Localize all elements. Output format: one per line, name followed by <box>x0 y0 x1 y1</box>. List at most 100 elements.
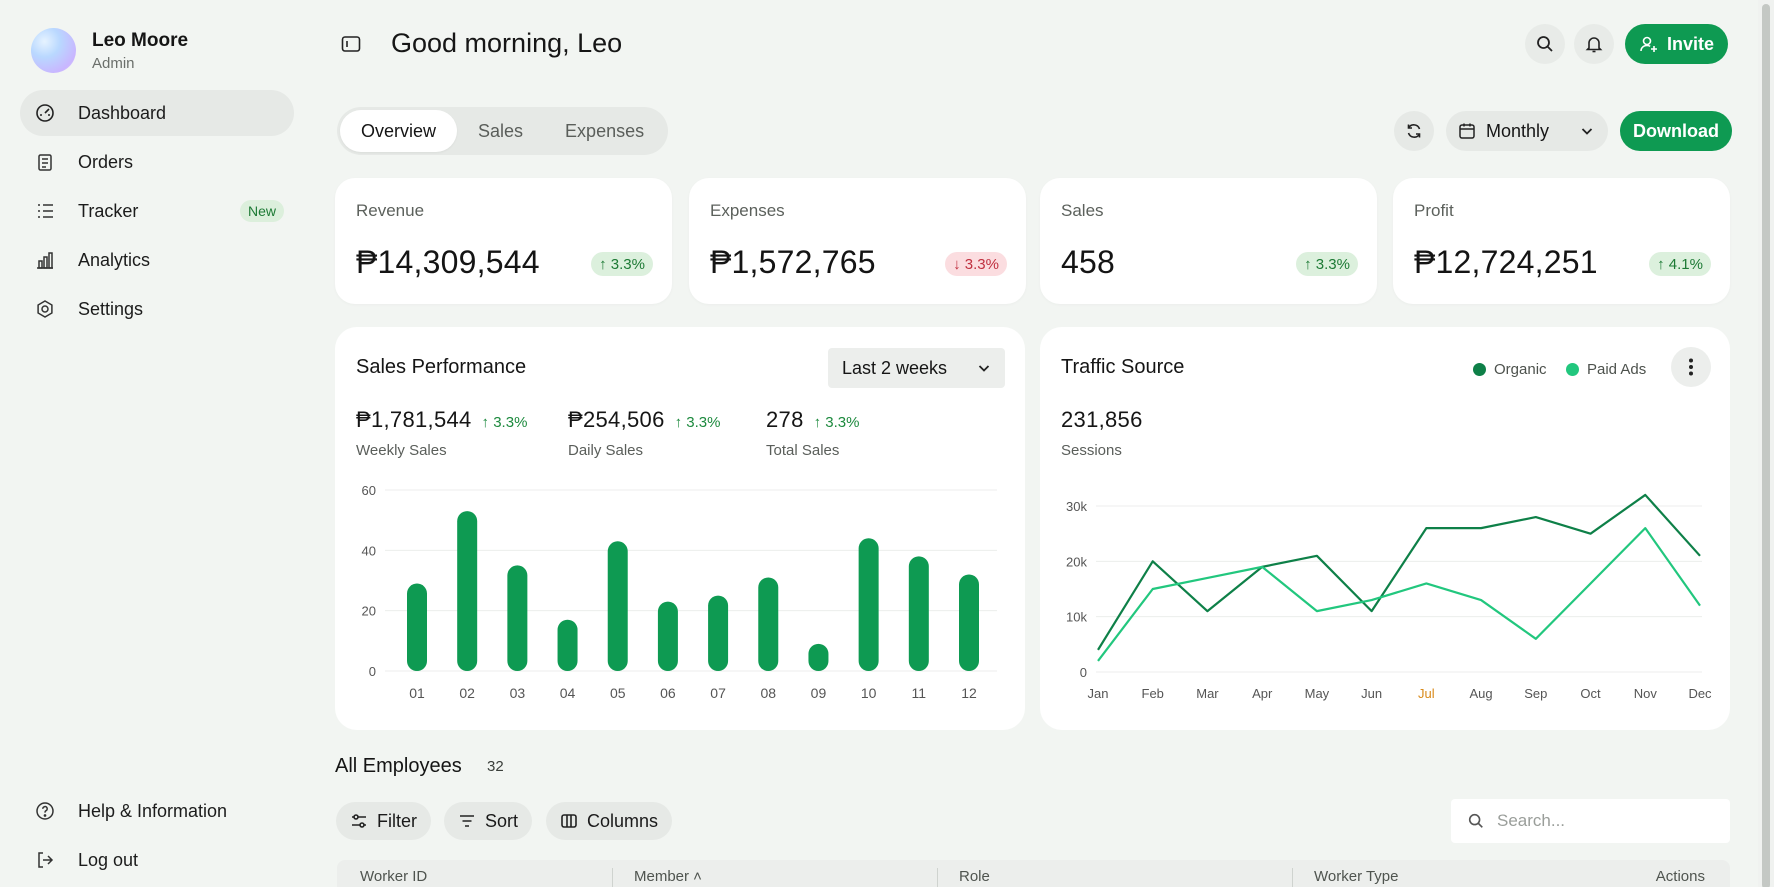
view-tabs: Overview Sales Expenses <box>337 107 668 155</box>
metric-value: 231,856 <box>1061 407 1143 432</box>
y-tick-label: 0 <box>369 664 376 679</box>
column-header-role[interactable]: Role <box>959 868 990 885</box>
change-value: 3.3% <box>610 255 645 273</box>
column-divider <box>1292 868 1293 887</box>
tab-sales[interactable]: Sales <box>478 120 524 141</box>
panel-title: Traffic Source <box>1061 356 1185 378</box>
legend-dot <box>1473 363 1486 376</box>
x-tick-label: 05 <box>610 685 626 701</box>
column-header-worker-type[interactable]: Worker Type <box>1314 868 1399 885</box>
y-tick-label: 0 <box>1080 665 1087 680</box>
metric-total-sales: 278 ↑ 3.3% Total Sales <box>766 407 859 459</box>
sidebar-item-logout[interactable]: Log out <box>20 837 294 883</box>
refresh-button[interactable] <box>1394 111 1434 151</box>
period-select[interactable]: Monthly <box>1446 111 1608 151</box>
x-tick-label: Apr <box>1252 686 1273 701</box>
bar <box>858 538 879 671</box>
kpi-card-revenue: Revenue ₱14,309,544 ↑ 3.3% <box>335 178 672 304</box>
sidebar-item-label: Help & Information <box>78 800 228 821</box>
metric-label: Total Sales <box>766 442 840 459</box>
notifications-button[interactable] <box>1574 24 1614 64</box>
change-badge: ↑ 4.1% <box>1649 252 1711 276</box>
main-nav: Dashboard Orders Tracker New Analytics <box>20 90 294 335</box>
x-tick-label: 02 <box>459 685 475 701</box>
more-options-button[interactable] <box>1671 347 1711 387</box>
panel-title: Sales Performance <box>356 356 527 378</box>
sidebar-item-analytics[interactable]: Analytics <box>20 237 294 283</box>
logout-icon <box>34 849 56 871</box>
legend-organic: Organic <box>1473 361 1547 378</box>
sort-button[interactable]: Sort <box>444 802 533 840</box>
employee-search[interactable] <box>1451 799 1730 843</box>
columns-button[interactable]: Columns <box>546 802 673 840</box>
sidebar-item-label: Analytics <box>78 249 151 270</box>
user-profile[interactable]: Leo Moore Admin <box>31 28 188 73</box>
tab-expenses[interactable]: Expenses <box>565 120 645 141</box>
sidebar-item-dashboard[interactable]: Dashboard <box>20 90 294 136</box>
x-tick-label: Oct <box>1580 686 1601 701</box>
search-icon <box>1537 36 1553 52</box>
sidebar-item-orders[interactable]: Orders <box>20 139 294 185</box>
bar <box>708 595 729 671</box>
search-input[interactable] <box>1497 811 1717 831</box>
metric-value: 278 <box>766 407 804 432</box>
sort-label: Sort <box>485 810 519 831</box>
bar <box>607 541 628 671</box>
x-tick-label: 11 <box>912 685 927 701</box>
change-value: 3.3% <box>964 255 999 273</box>
bar <box>657 601 678 671</box>
metric-weekly-sales: ₱1,781,544 ↑ 3.3% Weekly Sales <box>356 407 527 459</box>
legend-label: Paid Ads <box>1587 361 1647 378</box>
tab-overview[interactable]: Overview <box>340 110 458 152</box>
sort-icon <box>460 815 474 827</box>
y-tick-label: 60 <box>362 483 376 498</box>
column-header-member[interactable]: Member ˄ <box>634 868 702 885</box>
scrollbar-thumb[interactable] <box>1762 4 1770 887</box>
sidebar-toggle-icon[interactable] <box>340 33 362 55</box>
kpi-card-profit: Profit ₱12,724,251 ↑ 4.1% <box>1393 178 1730 304</box>
traffic-line-chart: 0 10k 20k 30k Jan Feb Mar Apr May Jun Jul Aug Sep Oct… <box>1066 493 1712 701</box>
avatar <box>31 28 76 73</box>
legend-dot <box>1566 363 1579 376</box>
metric-sessions: 231,856 Sessions <box>1061 407 1143 459</box>
calendar-icon <box>1458 122 1476 140</box>
change-badge: ↓ 3.3% <box>945 252 1007 276</box>
invite-button[interactable]: Invite <box>1625 24 1728 64</box>
kpi-value: ₱1,572,765 <box>710 244 876 280</box>
kpi-value: ₱14,309,544 <box>356 244 540 280</box>
column-header-worker-id[interactable]: Worker ID <box>360 868 428 885</box>
range-select[interactable]: Last 2 weeks <box>828 348 1005 388</box>
sidebar-item-tracker[interactable]: Tracker New <box>20 188 294 234</box>
clipboard-icon <box>34 151 56 173</box>
metric-change: ↑ 3.3% <box>813 414 860 431</box>
change-value: 4.1% <box>1668 255 1703 273</box>
bar <box>557 619 578 671</box>
kpi-title: Revenue <box>356 201 425 220</box>
x-tick-label: May <box>1305 686 1330 701</box>
page-title: Good morning, Leo <box>391 28 623 58</box>
page-scrollbar[interactable] <box>1758 0 1774 887</box>
metric-daily-sales: ₱254,506 ↑ 3.3% Daily Sales <box>568 407 720 459</box>
metric-value: ₱254,506 <box>568 407 665 432</box>
sidebar-item-help[interactable]: Help & Information <box>20 788 294 834</box>
gear-icon <box>34 298 56 320</box>
bar <box>457 511 478 671</box>
bar <box>808 643 829 671</box>
kpi-value: 458 <box>1061 244 1115 280</box>
bar <box>407 583 427 671</box>
download-button[interactable]: Download <box>1620 111 1732 151</box>
y-tick-label: 40 <box>362 543 376 558</box>
x-tick-label: Feb <box>1142 686 1164 701</box>
arrow-up-icon: ↑ <box>1657 255 1669 273</box>
search-button[interactable] <box>1525 24 1565 64</box>
filter-button[interactable]: Filter <box>336 802 431 840</box>
sidebar-item-label: Settings <box>78 298 144 319</box>
legend-paid-ads: Paid Ads <box>1566 361 1646 378</box>
kpi-title: Expenses <box>710 201 785 220</box>
sales-bar-chart: 0 20 40 60 01 02 03 04 05 06 07 08 09 10 11 12 <box>362 483 997 701</box>
metric-label: Weekly Sales <box>356 442 447 459</box>
bar <box>908 556 929 671</box>
sidebar-item-settings[interactable]: Settings <box>20 286 294 332</box>
filter-label: Filter <box>377 810 417 831</box>
x-tick-label: Jun <box>1361 686 1382 701</box>
